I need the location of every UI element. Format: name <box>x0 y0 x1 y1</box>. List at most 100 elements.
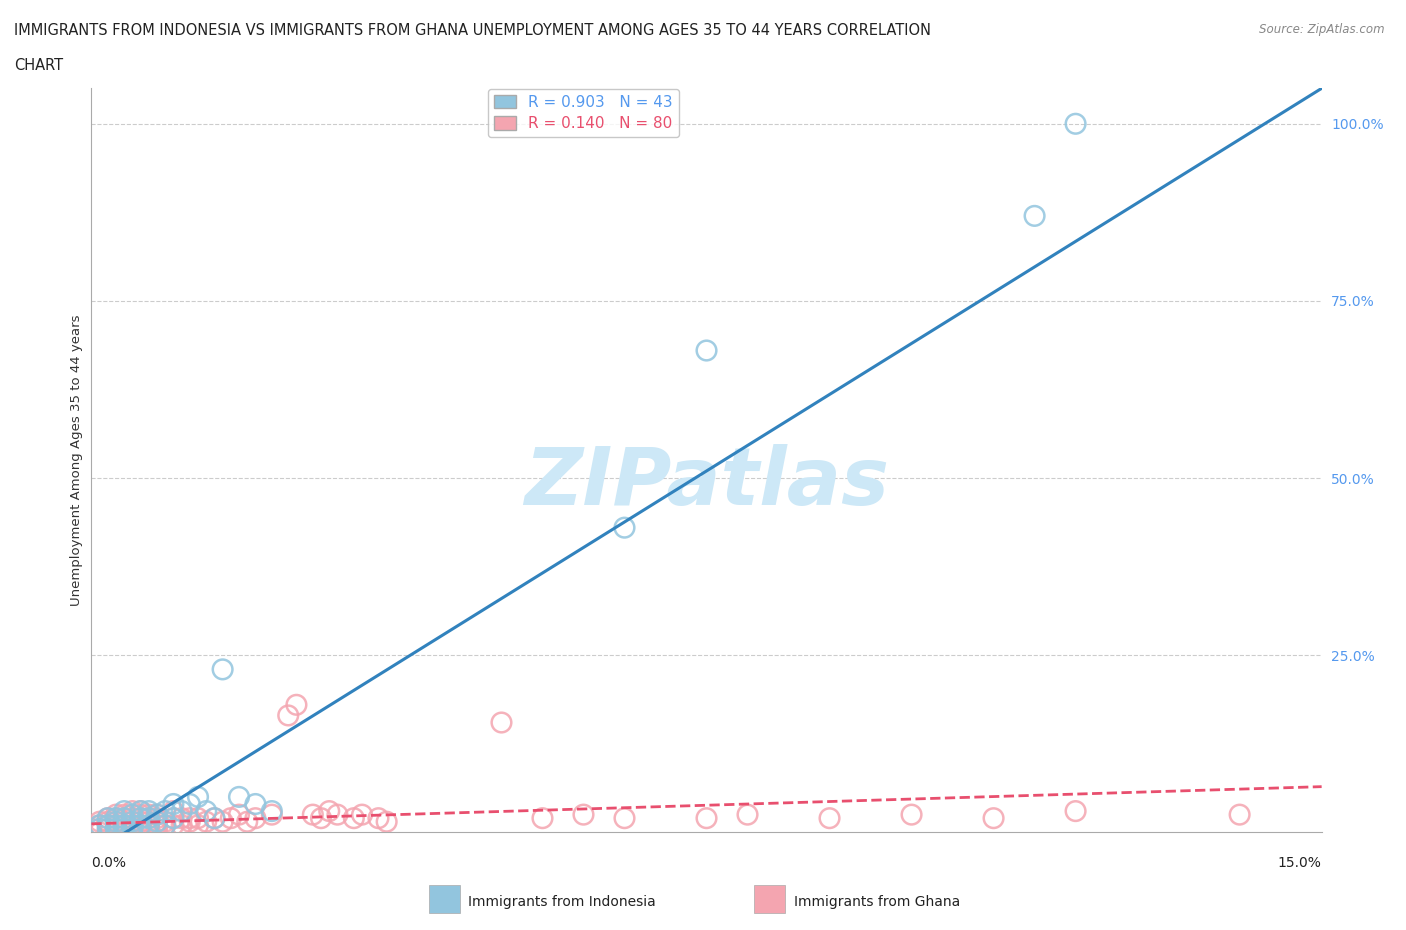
Point <box>153 817 177 832</box>
Point <box>695 811 717 826</box>
Point <box>277 708 299 723</box>
Point <box>129 807 152 822</box>
Point <box>121 815 143 830</box>
Point <box>818 811 841 826</box>
Point <box>195 804 218 818</box>
Point <box>97 815 120 830</box>
Point <box>228 807 250 822</box>
Point <box>105 811 127 826</box>
Point <box>97 817 120 832</box>
Point <box>900 807 922 822</box>
Point <box>146 807 169 822</box>
Point <box>343 811 366 826</box>
Point <box>146 815 169 830</box>
Point <box>129 804 152 818</box>
Point <box>112 811 135 826</box>
Text: Immigrants from Indonesia: Immigrants from Indonesia <box>468 895 657 910</box>
Point <box>105 811 127 826</box>
Point <box>138 817 160 832</box>
Point <box>112 807 135 822</box>
Point <box>112 804 135 818</box>
Point <box>162 817 184 832</box>
Point <box>162 811 184 826</box>
Point <box>983 811 1005 826</box>
Point <box>105 821 127 836</box>
Text: ZIPatlas: ZIPatlas <box>524 444 889 522</box>
Point <box>202 811 225 826</box>
Point <box>491 715 513 730</box>
Point <box>138 804 160 818</box>
Point <box>129 811 152 826</box>
Point <box>121 821 143 836</box>
Point <box>105 815 127 830</box>
Point <box>89 821 111 836</box>
Point <box>121 815 143 830</box>
Point <box>309 811 332 826</box>
Point <box>367 811 389 826</box>
Point <box>80 821 103 836</box>
Point <box>121 817 143 832</box>
Point <box>245 797 267 812</box>
Point <box>105 817 127 832</box>
Point <box>112 811 135 826</box>
Point <box>285 698 308 712</box>
Point <box>179 811 201 826</box>
Point <box>236 815 259 830</box>
Point <box>129 821 152 836</box>
Text: Source: ZipAtlas.com: Source: ZipAtlas.com <box>1260 23 1385 36</box>
Point <box>245 811 267 826</box>
Point <box>695 343 717 358</box>
Point <box>211 815 233 830</box>
Point <box>202 811 225 826</box>
Point <box>375 815 398 830</box>
Point <box>112 821 135 836</box>
Point <box>121 817 143 832</box>
Point <box>112 817 135 832</box>
Point <box>613 811 636 826</box>
Point <box>121 821 143 836</box>
Point <box>162 811 184 826</box>
Point <box>162 797 184 812</box>
Point <box>97 821 120 836</box>
Bar <box>754 885 785 913</box>
Point <box>146 807 169 822</box>
Point <box>162 804 184 818</box>
Bar <box>429 885 460 913</box>
Point <box>97 811 120 826</box>
Point <box>170 811 193 826</box>
Point <box>121 811 143 826</box>
Point <box>105 807 127 822</box>
Point <box>138 811 160 826</box>
Point <box>112 817 135 832</box>
Point <box>129 817 152 832</box>
Text: Immigrants from Ghana: Immigrants from Ghana <box>794 895 960 910</box>
Point <box>301 807 323 822</box>
Point <box>146 817 169 832</box>
Point <box>146 821 169 836</box>
Point <box>138 807 160 822</box>
Point <box>121 807 143 822</box>
Point <box>219 811 242 826</box>
Point <box>1229 807 1251 822</box>
Point <box>187 817 209 832</box>
Point <box>146 815 169 830</box>
Point <box>129 804 152 818</box>
Point <box>97 811 120 826</box>
Point <box>129 817 152 832</box>
Point <box>112 815 135 830</box>
Point <box>260 807 283 822</box>
Point <box>179 815 201 830</box>
Point <box>89 825 111 840</box>
Point <box>170 817 193 832</box>
Point <box>260 804 283 818</box>
Point <box>146 811 169 826</box>
Point <box>138 821 160 836</box>
Point <box>1024 208 1046 223</box>
Point <box>138 811 160 826</box>
Point <box>352 807 374 822</box>
Point <box>153 817 177 832</box>
Point <box>129 811 152 826</box>
Point <box>153 815 177 830</box>
Point <box>89 817 111 832</box>
Text: 0.0%: 0.0% <box>91 856 127 870</box>
